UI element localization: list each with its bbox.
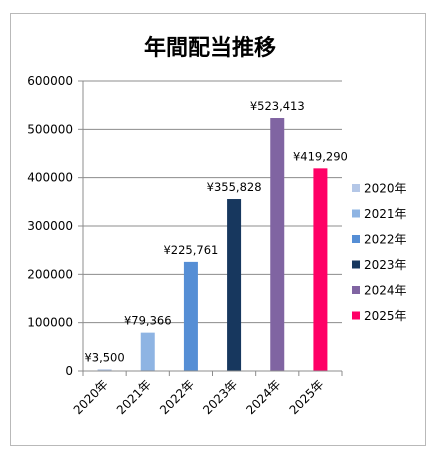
- legend-label: 2023年: [364, 258, 407, 272]
- x-tick-label: 2020年: [71, 377, 111, 417]
- chart-frame: [10, 13, 426, 446]
- legend-swatch: [352, 311, 360, 320]
- x-tick-label: 2022年: [157, 377, 197, 417]
- data-label-2: ¥79,366: [124, 314, 172, 328]
- legend-swatch: [352, 209, 360, 218]
- x-tick-label: 2024年: [243, 377, 283, 417]
- y-tick-label: 400000: [27, 171, 73, 185]
- x-tick-label: 2021年: [114, 377, 154, 417]
- data-label-4: ¥355,828: [207, 180, 262, 194]
- bar-4: [227, 199, 242, 371]
- legend-label: 2022年: [364, 233, 407, 247]
- legend-label: 2021年: [364, 207, 407, 221]
- legend-label: 2020年: [364, 182, 407, 196]
- y-tick-label: 0: [65, 364, 73, 378]
- data-label-1: ¥3,500: [84, 350, 124, 364]
- x-tick-label: 2023年: [200, 377, 240, 417]
- y-tick-label: 500000: [27, 122, 73, 136]
- legend-label: 2024年: [364, 284, 407, 298]
- chart-title: 年間配当推移: [144, 35, 276, 61]
- legend-label: 2025年: [364, 309, 407, 323]
- y-tick-label: 300000: [27, 219, 73, 233]
- data-label-5: ¥523,413: [250, 99, 305, 113]
- bar-6: [313, 168, 328, 371]
- y-tick-label: 600000: [27, 74, 73, 88]
- data-label-6: ¥419,290: [293, 149, 348, 163]
- x-tick-label: 2025年: [287, 377, 327, 417]
- legend-swatch: [352, 286, 360, 294]
- y-tick-label: 100000: [27, 316, 73, 330]
- data-label-3: ¥225,761: [163, 243, 218, 257]
- bar-2: [140, 332, 155, 371]
- bar-5: [270, 118, 285, 371]
- bar-3: [183, 261, 198, 371]
- legend-swatch: [352, 235, 360, 243]
- legend-swatch: [352, 184, 360, 192]
- y-tick-label: 200000: [27, 267, 73, 281]
- bar-1: [97, 369, 112, 371]
- legend-swatch: [352, 260, 360, 269]
